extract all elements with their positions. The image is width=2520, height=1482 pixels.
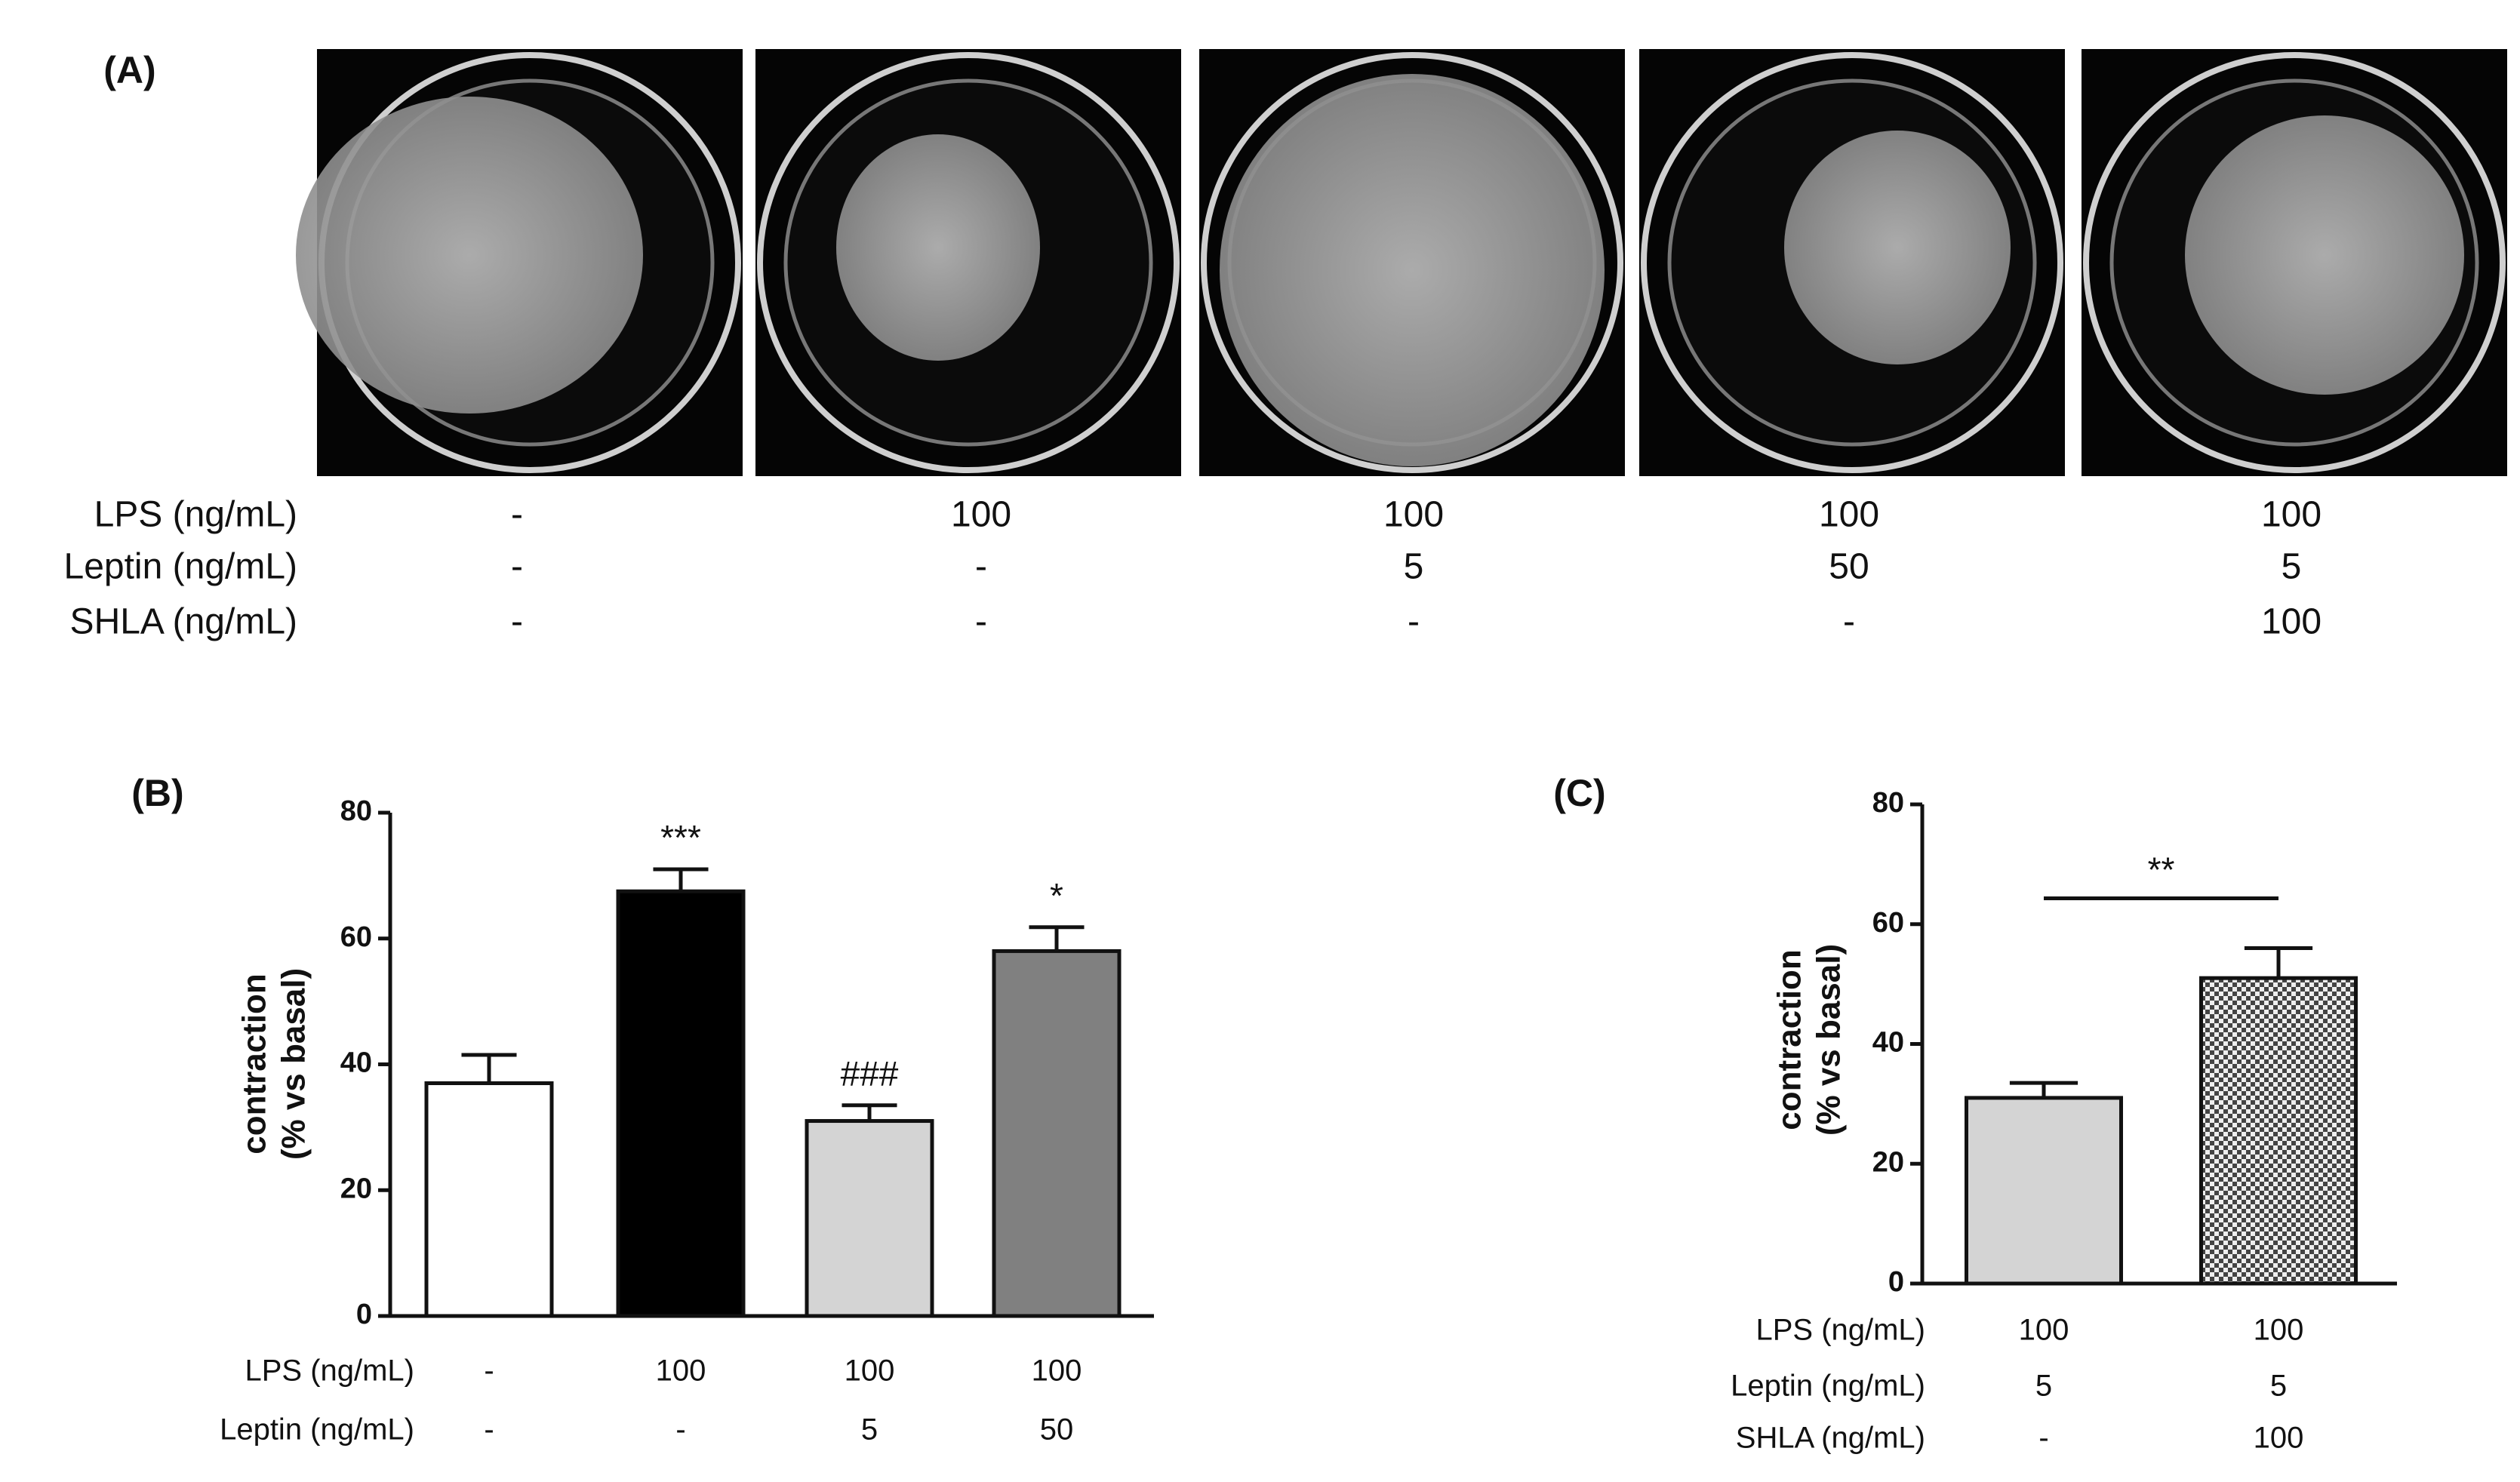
row-cell: - xyxy=(511,495,523,535)
row-cell: - xyxy=(2038,1422,2048,1455)
row-cell: 100 xyxy=(951,495,1011,535)
bar xyxy=(616,889,746,1318)
dish-rim xyxy=(1201,52,1623,473)
row-cell: - xyxy=(1843,602,1855,642)
row-label: LPS (ng/mL) xyxy=(94,495,297,535)
y-tick-label: 0 xyxy=(1888,1266,1904,1298)
gel xyxy=(296,97,643,414)
y-axis-label: contraction xyxy=(1771,949,1808,1130)
y-tick-label: 80 xyxy=(1872,787,1904,819)
y-tick-label: 20 xyxy=(1872,1146,1904,1178)
row-cell: 5 xyxy=(2270,1370,2287,1403)
bar xyxy=(805,1119,934,1318)
bar xyxy=(992,949,1122,1318)
annotation: *** xyxy=(660,818,701,857)
y-tick-label: 80 xyxy=(340,795,372,827)
row-cell: 100 xyxy=(2261,602,2322,642)
row-cell: 100 xyxy=(845,1354,895,1388)
row-cell: 100 xyxy=(2261,495,2322,535)
row-cell: - xyxy=(675,1413,685,1447)
dish-rim xyxy=(2083,52,2506,473)
y-tick-label: 40 xyxy=(340,1047,372,1079)
gel xyxy=(836,134,1040,361)
row-label: Leptin (ng/mL) xyxy=(220,1413,414,1447)
row-cell: - xyxy=(511,602,523,642)
bar xyxy=(2199,976,2358,1286)
row-label: LPS (ng/mL) xyxy=(1755,1314,1925,1347)
row-cell: 5 xyxy=(1404,547,1424,587)
bar xyxy=(1965,1096,2123,1286)
row-label: Leptin (ng/mL) xyxy=(1731,1370,1925,1403)
row-cell: 5 xyxy=(861,1413,878,1447)
y-tick-label: 0 xyxy=(356,1299,372,1330)
panel-label: (C) xyxy=(1553,772,1605,814)
row-cell: 50 xyxy=(1829,547,1869,587)
y-tick-label: 40 xyxy=(1872,1027,1904,1059)
row-cell: - xyxy=(511,547,523,587)
row-cell: 100 xyxy=(2019,1314,2069,1347)
y-tick-label: 60 xyxy=(1872,907,1904,939)
annotation: ### xyxy=(841,1054,899,1093)
y-axis-label: contraction xyxy=(236,973,273,1155)
row-cell: 50 xyxy=(1040,1413,1074,1447)
panel-label: (A) xyxy=(103,49,155,91)
significance-label: ** xyxy=(2148,850,2175,890)
panel-label: (B) xyxy=(131,772,183,814)
row-cell: 100 xyxy=(2254,1422,2304,1455)
annotation: * xyxy=(1050,876,1063,915)
bar xyxy=(424,1081,554,1318)
y-tick-label: 20 xyxy=(340,1173,372,1204)
row-cell: 100 xyxy=(1383,495,1444,535)
row-cell: - xyxy=(484,1413,494,1447)
row-label: SHLA (ng/mL) xyxy=(70,602,297,642)
y-tick-label: 60 xyxy=(340,921,372,953)
row-label: SHLA (ng/mL) xyxy=(1736,1422,1925,1455)
gel xyxy=(2185,115,2464,395)
row-cell: 5 xyxy=(2035,1370,2052,1403)
row-label: Leptin (ng/mL) xyxy=(64,547,298,587)
row-cell: 100 xyxy=(656,1354,706,1388)
gel xyxy=(1784,131,2011,364)
row-cell: - xyxy=(1408,602,1420,642)
y-axis-label: (% vs basal) xyxy=(1811,944,1848,1136)
row-cell: 100 xyxy=(1819,495,1879,535)
row-cell: 5 xyxy=(2282,547,2302,587)
dish-rim xyxy=(757,52,1180,473)
row-cell: - xyxy=(975,547,987,587)
row-cell: 100 xyxy=(2254,1314,2304,1347)
row-cell: - xyxy=(484,1354,494,1388)
dish-rim xyxy=(1641,52,2063,473)
y-axis-label: (% vs basal) xyxy=(275,968,312,1160)
row-cell: 100 xyxy=(1032,1354,1082,1388)
gel xyxy=(1220,74,1605,466)
row-cell: - xyxy=(975,602,987,642)
row-label: LPS (ng/mL) xyxy=(245,1354,414,1388)
